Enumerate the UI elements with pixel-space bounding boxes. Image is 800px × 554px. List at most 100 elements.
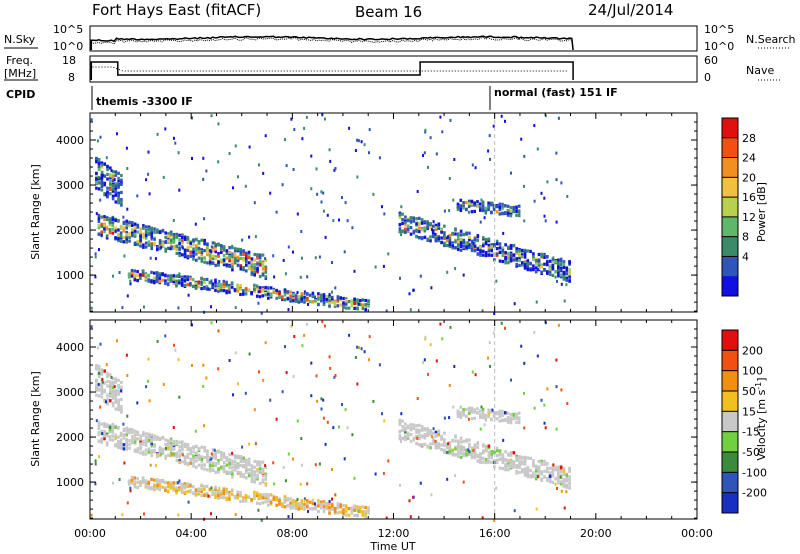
velocity-cell [106,375,109,379]
power-cell [470,239,474,243]
power-cell [136,225,140,229]
power-cell [122,221,126,226]
velocity-cell [278,502,281,506]
power-cell [334,167,337,170]
velocity-cell [117,398,120,402]
power-cell [183,283,187,287]
velocity-cell [334,493,337,497]
power-cell [169,240,173,244]
power-cell [233,261,237,265]
velocity-cell [523,361,526,365]
velocity-cell [169,439,173,443]
velocity-cell [457,454,460,459]
velocity-cell [155,486,159,491]
power-cell [289,290,292,294]
power-cell [534,262,538,266]
velocity-cell [562,482,566,486]
power-cell [200,238,204,242]
velocity-cell [214,457,217,461]
power-cell [540,265,543,269]
power-cell [387,252,390,256]
power-cell [540,263,543,267]
power-cell [100,215,103,219]
velocity-cell [459,414,463,418]
power-cell [133,222,137,226]
velocity-cell [183,459,187,463]
power-cell [434,226,438,230]
velocity-cell [483,423,486,427]
velocity-cell [256,460,259,464]
velocity-cell [518,461,521,465]
power-cell [106,168,109,172]
velocity-cell [559,469,563,474]
power-cell [512,210,515,214]
velocity-cell [473,454,477,458]
velocity-cell [97,367,101,371]
power-cell [136,240,140,244]
power-cell [301,137,304,141]
velocity-cell [562,477,566,481]
power-cell [225,256,229,260]
velocity-cell [139,437,142,441]
power-cell [299,275,302,279]
time-tick-label: 08:00 [276,527,308,540]
velocity-cell [322,398,325,402]
velocity-ylabel: Slant Range [km] [29,371,42,467]
power-cell [131,223,134,227]
power-cell [418,216,421,220]
colorbar-swatch [722,157,738,178]
power-cell [401,212,404,216]
power-cell [521,262,524,267]
velocity-xticks [89,320,698,519]
velocity-cell [172,439,176,444]
power-cell [236,283,239,287]
power-cell [462,273,465,277]
velocity-cell [245,468,248,472]
velocity-cell [546,462,549,466]
power-cell [231,268,234,272]
power-cell [187,293,190,297]
velocity-cell [248,352,251,356]
power-cell [178,272,181,276]
power-cell [308,300,312,304]
velocity-cell [548,474,552,478]
power-cell [314,295,316,299]
power-cell [533,124,536,127]
velocity-cell [147,485,150,489]
velocity-cell [119,431,123,435]
power-cell [482,244,485,248]
velocity-cell [253,473,256,477]
power-cell [116,132,118,136]
power-cell [415,217,418,221]
velocity-cell [236,463,240,467]
power-cell [456,205,460,209]
power-cell [523,250,527,254]
velocity-cell [150,450,153,454]
velocity-cell [467,417,470,421]
colorbar-swatch [722,370,738,392]
velocity-cell [228,453,231,457]
velocity-cell [429,442,432,446]
power-cell [328,304,331,308]
velocity-cell [111,424,115,428]
power-cell [95,212,98,216]
power-cell [342,303,345,307]
velocity-cell [566,402,569,405]
velocity-cell [509,460,513,464]
power-cell [418,221,421,225]
power-cell [111,223,115,227]
velocity-cell [568,486,571,490]
power-cell [501,259,505,264]
power-cell [186,248,190,252]
power-cell [532,255,535,259]
velocity-cell [197,492,201,496]
velocity-cell [347,513,351,517]
velocity-cell [498,412,502,416]
power-cell [95,180,98,184]
velocity-cell [150,487,153,491]
power-cell [495,247,499,251]
power-cell [128,235,131,239]
power-cell [200,287,203,291]
velocity-cell [498,453,502,457]
velocity-cell [555,427,558,431]
